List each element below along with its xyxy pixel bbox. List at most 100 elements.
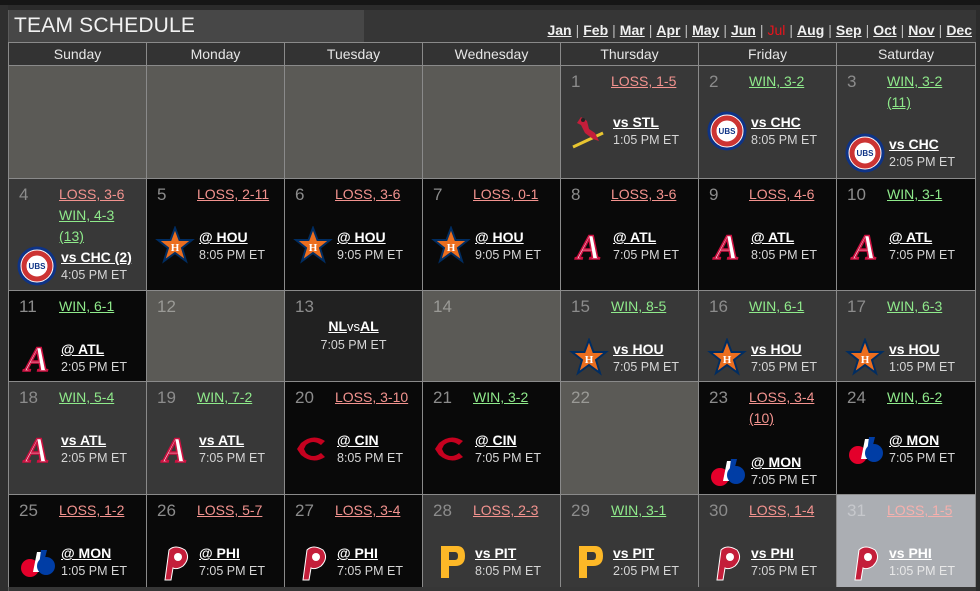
opponent-link[interactable]: @ HOU xyxy=(475,229,524,245)
month-link-mar[interactable]: Mar xyxy=(619,22,645,38)
day-cell-5[interactable]: 5 LOSS, 2-11 H @ HOU 8:05 PM ET xyxy=(147,179,285,290)
opponent-link[interactable]: vs HOU xyxy=(613,341,664,357)
opponent-link[interactable]: vs HOU xyxy=(889,341,940,357)
opponent-link[interactable]: @ ATL xyxy=(61,341,105,357)
day-cell-10[interactable]: 10 WIN, 3-1 A @ ATL 7:05 PM ET xyxy=(837,179,976,290)
opponent-link[interactable]: @ ATL xyxy=(751,229,795,245)
day-cell-29[interactable]: 29 WIN, 3-1 vs PIT 2:05 PM ET xyxy=(561,495,699,587)
opponent-link[interactable]: vs ATL xyxy=(61,432,107,448)
result-link-win[interactable]: WIN, 6-1 xyxy=(59,298,115,314)
result-link-loss[interactable]: LOSS, 3-6 xyxy=(59,186,125,202)
day-cell-4[interactable]: 4 LOSS, 3-6 WIN, 4-3 (13) UBS vs CHC (2) 4:05 … xyxy=(8,179,147,290)
result-link-loss[interactable]: LOSS, 1-5 xyxy=(611,73,677,89)
opponent-link[interactable]: @ CIN xyxy=(337,432,379,448)
month-link-feb[interactable]: Feb xyxy=(583,22,609,38)
month-link-sep[interactable]: Sep xyxy=(835,22,862,38)
day-cell-26[interactable]: 26 LOSS, 5-7 @ PHI 7:05 PM ET xyxy=(147,495,285,587)
month-link-apr[interactable]: Apr xyxy=(656,22,681,38)
day-cell-1[interactable]: 1 LOSS, 1-5 vs STL 1:05 PM ET xyxy=(561,66,699,178)
month-link-oct[interactable]: Oct xyxy=(873,22,897,38)
month-link-jul[interactable]: Jul xyxy=(767,22,786,38)
opponent-link[interactable]: @ MON xyxy=(61,545,112,561)
day-cell-31[interactable]: 31 LOSS, 1-5 vs PHI 1:05 PM ET xyxy=(837,495,976,587)
result-link-win[interactable]: WIN, 3-1 xyxy=(887,186,943,202)
result-link-loss[interactable]: LOSS, 0-1 xyxy=(473,186,539,202)
result-link-win[interactable]: WIN, 3-1 xyxy=(611,502,667,518)
result-link-win[interactable]: WIN, 6-1 xyxy=(749,298,805,314)
day-cell-25[interactable]: 25 LOSS, 1-2 @ MON 1:05 PM ET xyxy=(8,495,147,587)
day-cell-7[interactable]: 7 LOSS, 0-1 H @ HOU 9:05 PM ET xyxy=(423,179,561,290)
opponent-link[interactable]: vs CHC xyxy=(751,114,801,130)
result-link-win[interactable]: WIN, 8-5 xyxy=(611,298,667,314)
result-link-win[interactable]: WIN, 3-2 xyxy=(749,73,805,89)
day-cell-6[interactable]: 6 LOSS, 3-6 H @ HOU 9:05 PM ET xyxy=(285,179,423,290)
opponent-link[interactable]: vs CHC xyxy=(889,136,939,152)
result-link-win[interactable]: WIN, 3-2 xyxy=(473,389,529,405)
result-link-loss[interactable]: LOSS, 1-2 xyxy=(59,502,125,518)
result-link-loss[interactable]: LOSS, 2-11 xyxy=(197,186,270,202)
result-link-win[interactable]: WIN, 6-3 xyxy=(887,298,943,314)
opponent-link[interactable]: @ HOU xyxy=(199,229,248,245)
month-link-dec[interactable]: Dec xyxy=(946,22,972,38)
result-link-loss[interactable]: LOSS, 3-6 xyxy=(335,186,401,202)
opponent-link[interactable]: @ ATL xyxy=(613,229,657,245)
result-link-loss[interactable]: LOSS, 4-6 xyxy=(749,186,815,202)
result-link-win[interactable]: WIN, 6-2 xyxy=(887,389,943,405)
month-link-nov[interactable]: Nov xyxy=(908,22,935,38)
result-link-loss[interactable]: LOSS, 3-6 xyxy=(611,186,677,202)
result-link-loss[interactable]: LOSS, 1-4 xyxy=(749,502,815,518)
result-link-loss[interactable]: LOSS, 5-7 xyxy=(197,502,263,518)
day-cell-20[interactable]: 20 LOSS, 3-10 @ CIN 8:05 PM ET xyxy=(285,382,423,494)
month-link-jun[interactable]: Jun xyxy=(730,22,756,38)
result-link-loss[interactable]: LOSS, 3-10 xyxy=(335,389,409,405)
day-cell-28[interactable]: 28 LOSS, 2-3 vs PIT 8:05 PM ET xyxy=(423,495,561,587)
day-cell-2[interactable]: 2 WIN, 3-2 UBS vs CHC 8:05 PM ET xyxy=(699,66,837,178)
result-link-loss[interactable]: LOSS, 3-4 xyxy=(749,389,815,405)
opponent-link[interactable]: vs CHC (2) xyxy=(61,249,132,265)
result-link-loss[interactable]: LOSS, 3-4 xyxy=(335,502,401,518)
day-cell-21[interactable]: 21 WIN, 3-2 @ CIN 7:05 PM ET xyxy=(423,382,561,494)
day-cell-24[interactable]: 24 WIN, 6-2 @ MON 7:05 PM ET xyxy=(837,382,976,494)
result-link-win[interactable]: WIN, 7-2 xyxy=(197,389,253,405)
month-link-aug[interactable]: Aug xyxy=(797,22,825,38)
day-cell-8[interactable]: 8 LOSS, 3-6 A @ ATL 7:05 PM ET xyxy=(561,179,699,290)
result-link-win[interactable]: (11) xyxy=(887,94,911,110)
day-cell-3[interactable]: 3 WIN, 3-2 (11) UBS vs CHC 2:05 PM ET xyxy=(837,66,976,178)
day-cell-30[interactable]: 30 LOSS, 1-4 vs PHI 7:05 PM ET xyxy=(699,495,837,587)
result-link-win[interactable]: WIN, 4-3 xyxy=(59,207,115,223)
opponent-link[interactable]: vs PHI xyxy=(889,545,932,561)
opponent-link[interactable]: vs PIT xyxy=(475,545,517,561)
result-link-win[interactable]: WIN, 3-2 xyxy=(887,73,943,89)
result-link-win[interactable]: (13) xyxy=(59,228,84,244)
day-cell-27[interactable]: 27 LOSS, 3-4 @ PHI 7:05 PM ET xyxy=(285,495,423,587)
month-link-jan[interactable]: Jan xyxy=(547,22,572,38)
result-link-loss[interactable]: LOSS, 2-3 xyxy=(473,502,539,518)
opponent-link[interactable]: @ MON xyxy=(889,432,940,448)
opponent-link[interactable]: @ HOU xyxy=(337,229,386,245)
opponent-link[interactable]: vs PHI xyxy=(751,545,794,561)
all-star-al-link[interactable]: AL xyxy=(360,318,379,334)
opponent-link[interactable]: vs HOU xyxy=(751,341,802,357)
opponent-link[interactable]: vs STL xyxy=(613,114,659,130)
opponent-link[interactable]: @ PHI xyxy=(199,545,240,561)
opponent-link[interactable]: @ MON xyxy=(751,454,802,470)
month-link-may[interactable]: May xyxy=(692,22,720,38)
game-result: WIN, 6-1 xyxy=(749,296,831,317)
day-cell-11[interactable]: 11 WIN, 6-1 A @ ATL 2:05 PM ET xyxy=(8,291,147,381)
all-star-nl-link[interactable]: NL xyxy=(328,318,347,334)
day-cell-23[interactable]: 23 LOSS, 3-4 (10) @ MON 7:05 PM ET xyxy=(699,382,837,494)
result-link-loss[interactable]: LOSS, 1-5 xyxy=(887,502,953,518)
opponent-link[interactable]: @ PHI xyxy=(337,545,378,561)
opponent-link[interactable]: vs ATL xyxy=(199,432,245,448)
result-link-loss[interactable]: (10) xyxy=(749,410,774,426)
opponent-link[interactable]: vs PIT xyxy=(613,545,655,561)
opponent-link[interactable]: @ CIN xyxy=(475,432,517,448)
day-cell-9[interactable]: 9 LOSS, 4-6 A @ ATL 8:05 PM ET xyxy=(699,179,837,290)
result-link-win[interactable]: WIN, 5-4 xyxy=(59,389,115,405)
opponent-link[interactable]: @ ATL xyxy=(889,229,933,245)
